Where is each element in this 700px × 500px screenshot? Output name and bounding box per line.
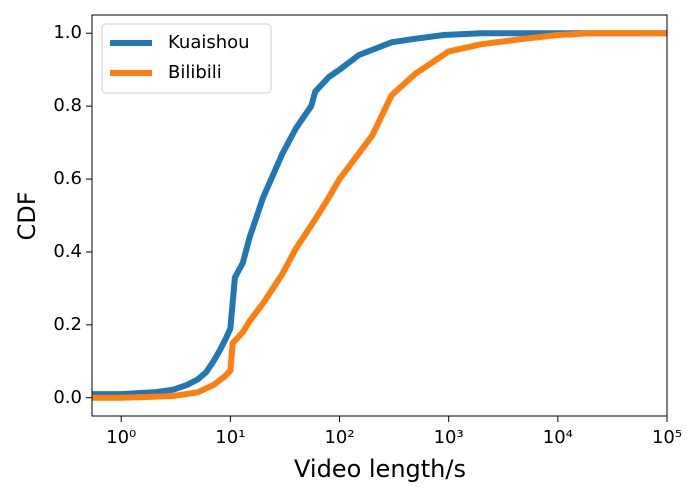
x-tick-label: 10¹: [215, 427, 245, 448]
y-tick-label: 0.6: [53, 168, 82, 189]
y-tick-label: 0.0: [53, 387, 82, 408]
line: [92, 30, 667, 401]
legend-label: Kuaishou: [168, 32, 250, 53]
line: [92, 30, 667, 398]
y-tick-label: 0.8: [53, 95, 82, 116]
y-axis-label: CDF: [13, 191, 41, 240]
x-tick-label: 10⁴: [543, 427, 573, 448]
y-tick-label: 0.2: [53, 314, 82, 335]
y-tick-label: 1.0: [53, 22, 82, 43]
x-tick-label: 10²: [324, 427, 354, 448]
plot-frame: [91, 14, 668, 417]
x-tick-label: 10³: [434, 427, 464, 448]
x-tick-label: 10⁰: [106, 427, 136, 448]
x-axis-label: Video length/s: [294, 455, 466, 483]
y-tick-label: 0.4: [53, 241, 82, 262]
x-tick-label: 10⁵: [652, 427, 682, 448]
legend-label: Bilibili: [168, 62, 222, 83]
